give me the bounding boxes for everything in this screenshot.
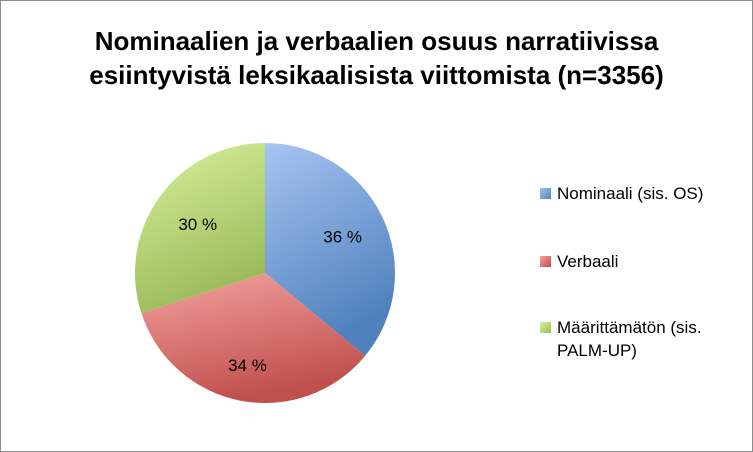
data-label-verbaali: 34 % [228, 356, 267, 375]
legend-item-verbaali: Verbaali [540, 250, 747, 273]
legend-swatch-maarittamaton [540, 322, 551, 333]
pie-slice-nominaali [265, 143, 395, 356]
legend-item-maarittamaton: Määrittämätön (sis. PALM-UP) [540, 316, 747, 362]
legend-label-verbaali: Verbaali [557, 252, 619, 271]
legend-label-maarittamaton: Määrittämätön (sis. PALM-UP) [557, 318, 702, 360]
legend-swatch-nominaali [540, 188, 551, 199]
chart-title: Nominaalien ja verbaalien osuus narratii… [0, 24, 753, 92]
chart-title-line-1: Nominaalien ja verbaalien osuus narratii… [94, 26, 659, 56]
chart-title-line-2: esiintyvistä leksikaalisista viittomista… [89, 60, 664, 90]
legend-item-nominaali: Nominaali (sis. OS) [540, 182, 747, 205]
pie-slice-verbaali [141, 273, 366, 403]
legend-swatch-verbaali [540, 256, 551, 267]
data-label-maarittamaton: 30 % [178, 215, 217, 234]
pie-slice-maarittamaton [135, 142, 265, 314]
legend-label-nominaali: Nominaali (sis. OS) [557, 184, 704, 203]
data-label-nominaali: 36 % [323, 227, 362, 246]
